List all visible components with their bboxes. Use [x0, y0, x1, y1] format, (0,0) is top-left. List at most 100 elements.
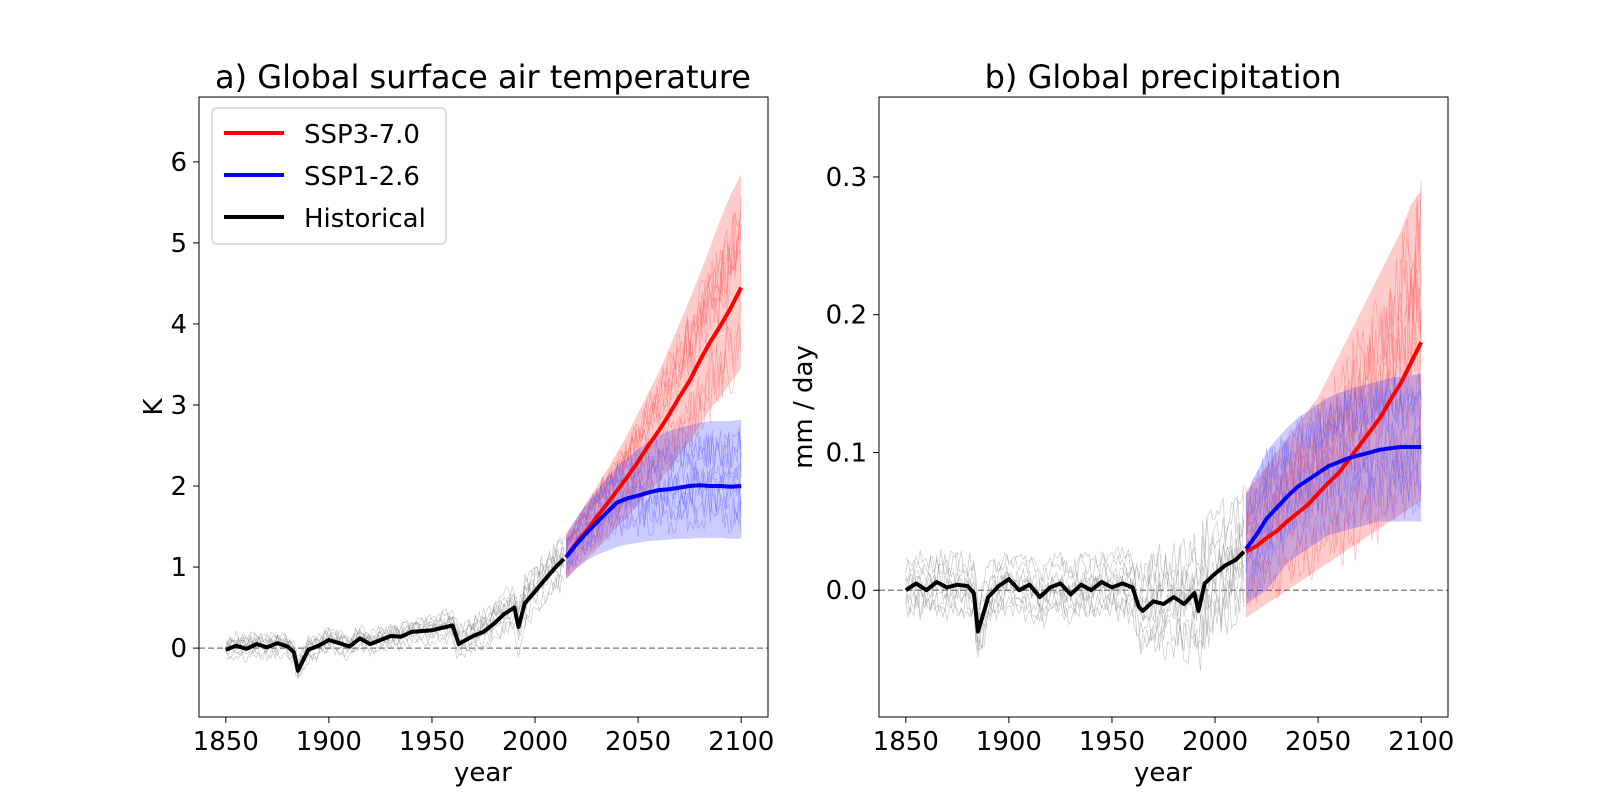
member-line-ssp370	[565, 211, 742, 551]
x-tick-label: 1950	[1079, 727, 1145, 757]
series-line-historical	[904, 550, 1246, 634]
member-line-historical	[905, 484, 1245, 606]
x-axis-label-precipitation: year	[1134, 758, 1192, 788]
member-line-historical	[905, 516, 1245, 617]
chart-title-precipitation: b) Global precipitation	[985, 58, 1342, 96]
member-line-ssp370	[1245, 181, 1422, 526]
plot-area-precipitation	[879, 181, 1448, 671]
member-line-ssp126	[565, 430, 742, 550]
member-line-ssp126	[1245, 424, 1422, 567]
y-tick-label: 6	[170, 148, 187, 178]
member-line-ssp126	[565, 426, 742, 543]
member-line-ssp126	[1245, 376, 1422, 516]
y-tick-label: 0.0	[826, 576, 867, 606]
legend-label-historical: Historical	[304, 204, 426, 234]
member-line-ssp370	[565, 301, 742, 571]
member-line-historical	[225, 555, 565, 677]
spread-band-ssp370	[565, 173, 742, 580]
member-line-historical	[225, 536, 565, 667]
x-tick-label: 2000	[502, 727, 568, 757]
x-tick-label: 1900	[976, 727, 1042, 757]
legend-label-ssp126: SSP1-2.6	[304, 162, 420, 192]
x-tick-label: 2000	[1182, 727, 1248, 757]
member-line-ssp370	[565, 211, 742, 542]
member-line-ssp126	[565, 484, 742, 571]
y-axis-label-precipitation: mm / day	[789, 345, 819, 469]
member-line-ssp370	[565, 196, 742, 545]
member-line-ssp126	[565, 452, 742, 559]
y-tick-label: 0.2	[826, 301, 867, 331]
member-line-ssp126	[1245, 471, 1422, 599]
member-line-ssp126	[1245, 451, 1422, 589]
x-tick-label: 2100	[1388, 727, 1454, 757]
x-tick-label: 2100	[708, 727, 774, 757]
member-line-ssp370	[1245, 392, 1422, 607]
member-line-ssp126	[1245, 372, 1422, 519]
member-line-historical	[905, 586, 1245, 671]
member-line-ssp126	[1245, 381, 1422, 520]
member-line-ssp126	[1245, 387, 1422, 536]
series-line-ssp126	[1244, 445, 1422, 551]
member-line-historical	[225, 573, 565, 679]
member-line-ssp370	[1245, 186, 1422, 529]
x-axis-temperature: 1850 1900 1950 2000 2050 2100	[193, 717, 774, 757]
member-line-historical	[905, 519, 1245, 626]
y-tick-label: 4	[170, 310, 187, 340]
member-line-ssp370	[565, 212, 742, 547]
member-line-historical	[225, 536, 565, 661]
member-line-ssp126	[565, 460, 742, 559]
member-line-ssp370	[1245, 218, 1422, 536]
x-tick-label: 1850	[193, 727, 259, 757]
y-tick-label: 0.3	[826, 163, 867, 193]
member-line-historical	[905, 493, 1245, 610]
member-line-ssp370	[565, 220, 742, 543]
x-tick-label: 2050	[605, 727, 671, 757]
x-tick-label: 2050	[1285, 727, 1351, 757]
y-axis-temperature: 0 1 2 3 4 5 6	[170, 148, 199, 664]
x-tick-label: 1850	[873, 727, 939, 757]
axes-frame-precipitation	[878, 96, 1449, 718]
panel-precipitation: 1850 1900 1950 2000 2050 2100 0.0 0.1 0.2 0.3 b)…	[789, 58, 1454, 788]
chart-title-temperature: a) Global surface air temperature	[215, 58, 751, 96]
x-axis-precipitation: 1850 1900 1950 2000 2050 2100	[873, 717, 1454, 757]
member-line-historical	[225, 564, 564, 677]
y-tick-label: 0.1	[826, 438, 867, 468]
x-tick-label: 1900	[296, 727, 362, 757]
member-line-ssp370	[1245, 247, 1422, 542]
y-tick-label: 5	[170, 229, 187, 259]
y-axis-label-temperature: K	[139, 398, 169, 416]
spread-band-ssp370	[1245, 190, 1422, 618]
y-axis-precipitation: 0.0 0.1 0.2 0.3	[826, 163, 879, 606]
plot-area-temperature	[199, 173, 768, 679]
member-line-ssp370	[565, 234, 742, 554]
member-line-ssp126	[565, 430, 742, 547]
series-line-historical	[225, 557, 566, 673]
y-tick-label: 1	[170, 553, 187, 583]
member-line-ssp370	[565, 224, 742, 556]
member-line-ssp370	[565, 325, 742, 577]
y-tick-label: 2	[170, 472, 187, 502]
x-axis-label-temperature: year	[454, 758, 512, 788]
y-tick-label: 3	[170, 391, 187, 421]
member-line-historical	[905, 561, 1245, 651]
member-line-ssp126	[1245, 439, 1422, 572]
legend-label-ssp370: SSP3-7.0	[304, 120, 420, 150]
member-line-ssp126	[1245, 415, 1422, 555]
y-tick-label: 0	[170, 634, 187, 664]
member-line-ssp126	[565, 497, 742, 573]
member-line-historical	[225, 546, 565, 664]
legend-box	[211, 107, 447, 245]
member-line-ssp126	[565, 487, 742, 567]
member-line-ssp370	[565, 324, 742, 573]
series-line-ssp370	[1245, 341, 1423, 554]
panel-temperature: 1850 1900 1950 2000 2050 2100 0 1 2 3 4 5 6 a) Glob…	[139, 58, 774, 788]
member-line-ssp370	[1245, 400, 1422, 604]
member-line-ssp126	[1245, 448, 1422, 578]
x-tick-label: 1950	[399, 727, 465, 757]
member-line-historical	[905, 565, 1245, 658]
series-line-ssp370	[564, 286, 743, 559]
axes-frame-temperature	[198, 96, 769, 718]
member-line-historical	[225, 556, 565, 679]
member-line-historical	[905, 533, 1245, 628]
